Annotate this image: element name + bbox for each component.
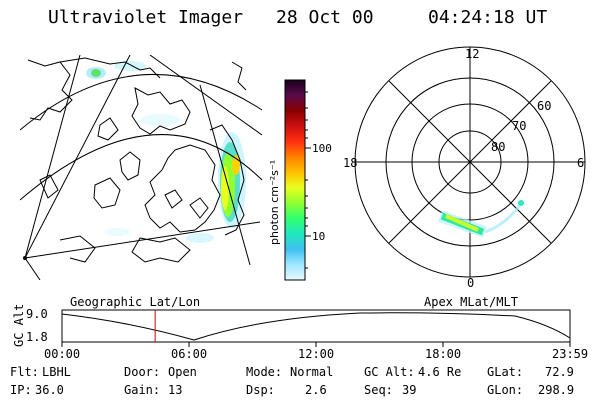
subsatellite-point xyxy=(23,256,27,260)
dsp-value: 2.6 xyxy=(305,383,327,397)
time-label: 04:24:18 UT xyxy=(428,7,548,28)
colorbar-unit-label: photon cm⁻²s⁻¹ xyxy=(268,160,281,245)
gain-label: Gain: xyxy=(124,383,161,397)
lat-label-70: 70 xyxy=(512,119,526,133)
mlt-label-12: 12 xyxy=(465,47,479,61)
colorbar-tick-100: 100 xyxy=(312,142,332,155)
map-label: Geographic Lat/Lon xyxy=(70,295,201,309)
mlt-label-0: 0 xyxy=(467,276,474,290)
timeline-xtick: 23:59 xyxy=(552,347,589,361)
timeline-ytick-high: 9.0 xyxy=(26,307,48,321)
mlt-label-18: 18 xyxy=(343,156,357,170)
glat-value: 72.9 xyxy=(545,365,574,379)
glat-label: GLat: xyxy=(487,365,524,379)
seq-value: 39 xyxy=(402,383,417,397)
mlt-label-6: 6 xyxy=(577,156,584,170)
lat-label-60: 60 xyxy=(537,99,551,113)
glon-label: GLon: xyxy=(487,383,524,397)
timeline-xtick: 18:00 xyxy=(425,347,462,361)
dsp-label: Dsp: xyxy=(246,383,275,397)
instrument-title: Ultraviolet Imager xyxy=(48,7,244,28)
glon-value: 298.9 xyxy=(538,383,575,397)
ip-label: IP: xyxy=(10,383,32,397)
geographic-map xyxy=(20,55,263,280)
filter-value: LBHL xyxy=(42,365,71,379)
timeline-ytick-low: 1.8 xyxy=(26,330,48,344)
gain-value: 13 xyxy=(168,383,183,397)
timeline-xtick: 06:00 xyxy=(171,347,208,361)
latlon-grid xyxy=(20,55,263,280)
timeline-xtick: 00:00 xyxy=(44,347,81,361)
altitude-timeline xyxy=(61,309,571,347)
door-value: Open xyxy=(168,365,197,379)
lat-label-80: 80 xyxy=(491,140,505,154)
gcalt-value: 4.6 Re xyxy=(418,365,462,379)
timeline-xtick: 12:00 xyxy=(298,347,335,361)
timeline-axis-title: GC Alt xyxy=(12,303,26,347)
gcalt-label: GC Alt: xyxy=(364,365,415,379)
polar-aurora xyxy=(437,200,524,238)
door-label: Door: xyxy=(124,365,161,379)
ip-value: 36.0 xyxy=(35,383,64,397)
date-label: 28 Oct 00 xyxy=(276,7,374,28)
coastlines xyxy=(27,57,247,263)
filter-label: Flt: xyxy=(10,365,39,379)
mode-value: Normal xyxy=(290,365,334,379)
seq-label: Seq: xyxy=(364,383,393,397)
mode-label: Mode: xyxy=(246,365,283,379)
polar-plot xyxy=(354,46,586,278)
colorbar: 100 10 photon cm⁻²s⁻¹ xyxy=(268,79,332,281)
polar-caption: Apex MLat/MLT xyxy=(424,295,518,309)
colorbar-tick-10: 10 xyxy=(312,230,325,243)
